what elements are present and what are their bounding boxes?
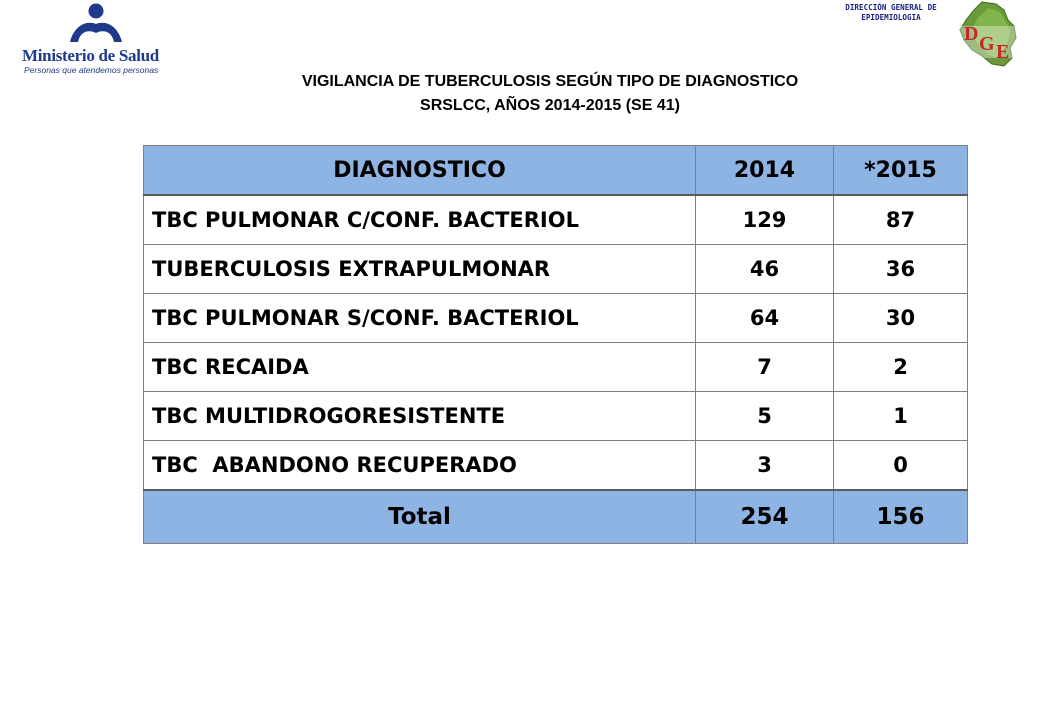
row-value-2015: 1	[833, 391, 968, 441]
table-row: TBC PULMONAR C/CONF. BACTERIOL 129 87	[143, 194, 968, 245]
row-value-2014: 3	[695, 440, 834, 491]
dge-letter-g: G	[979, 33, 995, 55]
dge-letter-d: D	[964, 23, 978, 45]
row-diagnosis: TBC PULMONAR C/CONF. BACTERIOL	[143, 194, 696, 245]
table-row: TBC ABANDONO RECUPERADO 3 0	[143, 440, 968, 491]
dge-label-line2: EPIDEMIOLOGIA	[861, 13, 921, 22]
total-label: Total	[143, 489, 696, 544]
table-total-row: Total 254 156	[143, 489, 968, 544]
row-diagnosis: TBC MULTIDROGORESISTENTE	[143, 391, 696, 441]
person-embrace-icon	[70, 3, 122, 42]
column-header-2014: 2014	[695, 145, 834, 196]
row-value-2015: 36	[833, 244, 968, 294]
ministerio-logo: Ministerio de Salud Personas que atendem…	[18, 2, 168, 75]
row-value-2014: 129	[695, 194, 834, 245]
table-row: TBC MULTIDROGORESISTENTE 5 1	[143, 391, 968, 441]
row-value-2014: 7	[695, 342, 834, 392]
table-row: TBC PULMONAR S/CONF. BACTERIOL 64 30	[143, 293, 968, 343]
dge-label: DIRECCIÓN GENERAL DE EPIDEMIOLOGIA	[826, 3, 956, 23]
row-value-2015: 2	[833, 342, 968, 392]
table-header-row: DIAGNOSTICO 2014 *2015	[143, 145, 968, 196]
table-row: TBC RECAIDA 7 2	[143, 342, 968, 392]
row-diagnosis: TUBERCULOSIS EXTRAPULMONAR	[143, 244, 696, 294]
row-diagnosis: TBC ABANDONO RECUPERADO	[143, 440, 696, 491]
tb-diagnosis-table: DIAGNOSTICO 2014 *2015 TBC PULMONAR C/CO…	[143, 145, 968, 544]
row-value-2015: 30	[833, 293, 968, 343]
page-title-line2: SRSLCC, AÑOS 2014-2015 (SE 41)	[420, 97, 680, 114]
column-header-diagnostico: DIAGNOSTICO	[143, 145, 696, 196]
row-value-2014: 64	[695, 293, 834, 343]
dge-map-logo-icon: D G E	[959, 1, 1020, 67]
org-name: Ministerio de Salud	[22, 46, 159, 65]
total-value-2014: 254	[695, 489, 834, 544]
row-diagnosis: TBC PULMONAR S/CONF. BACTERIOL	[143, 293, 696, 343]
page-title-line1: VIGILANCIA DE TUBERCULOSIS SEGÚN TIPO DE…	[301, 73, 799, 90]
row-value-2015: 0	[833, 440, 968, 491]
dge-letter-e: E	[996, 41, 1009, 63]
total-value-2015: 156	[833, 489, 968, 544]
column-header-2015: *2015	[833, 145, 968, 196]
row-value-2014: 46	[695, 244, 834, 294]
row-value-2015: 87	[833, 194, 968, 245]
row-value-2014: 5	[695, 391, 834, 441]
data-table: DIAGNOSTICO 2014 *2015 TBC PULMONAR C/CO…	[143, 145, 968, 544]
table-row: TUBERCULOSIS EXTRAPULMONAR 46 36	[143, 244, 968, 294]
row-diagnosis: TBC RECAIDA	[143, 342, 696, 392]
org-tagline: Personas que atendemos personas	[24, 65, 159, 75]
dge-label-line1: DIRECCIÓN GENERAL DE	[845, 3, 937, 12]
